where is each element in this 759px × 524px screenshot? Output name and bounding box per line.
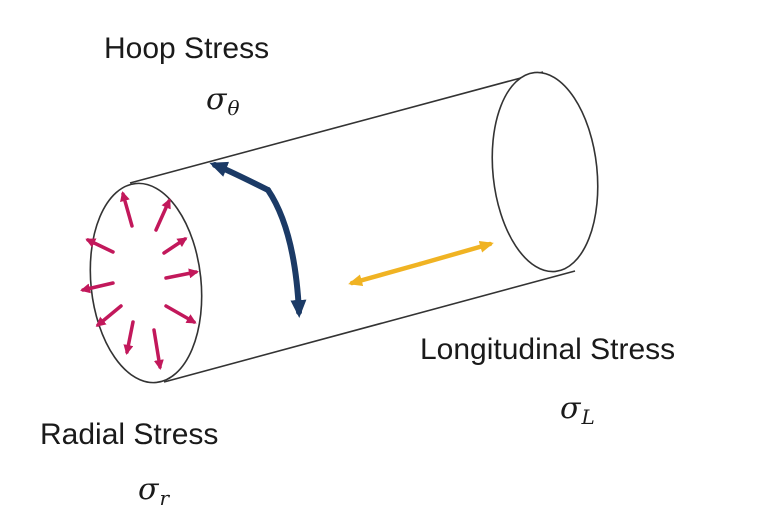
longitudinal-stress-symbol: σL [560,391,595,429]
cylinder-bottom-edge [163,270,576,383]
hoop-stress-label: Hoop Stress [104,32,270,65]
radial-stress-symbol: σr [138,472,170,510]
radial-stress-arrows [80,191,199,370]
radial-arrow-9 [123,320,135,355]
radial-arrow-3 [85,238,115,254]
radial-arrow-8 [164,304,197,324]
radial-arrow-5 [80,281,115,294]
longitudinal-stress-arrow [348,240,494,287]
radial-arrow-10 [152,328,164,370]
radial-stress-label: Radial Stress [40,418,219,451]
longitudinal-stress-label: Longitudinal Stress [420,333,676,366]
hoop-stress-arrow [209,161,307,318]
radial-arrow-7 [95,304,123,327]
cylinder-near-end [89,182,203,384]
radial-arrow-4 [162,237,188,255]
radial-arrow-1 [120,191,134,228]
radial-arrow-2 [154,198,171,232]
hoop-stress-symbol: σθ [206,82,240,120]
cylinder-top-edge [129,71,544,184]
cylinder-far-end [491,71,599,273]
radial-arrow-6 [164,268,199,280]
